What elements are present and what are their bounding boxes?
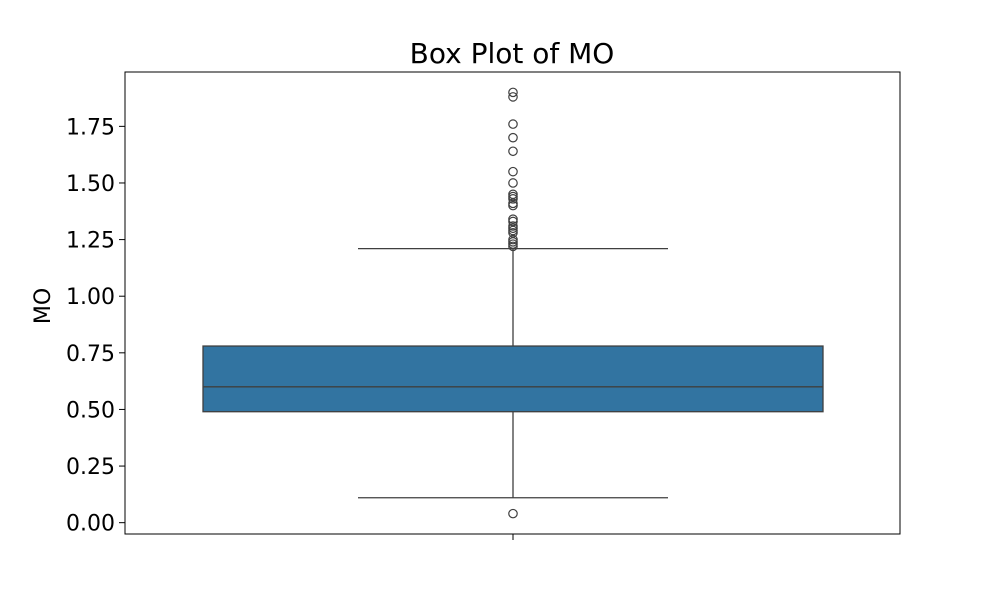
- chart-title: Box Plot of MO: [410, 37, 615, 70]
- outlier-point: [508, 87, 518, 98]
- outlier-point: [508, 221, 518, 231]
- outlier-point: [508, 189, 518, 200]
- axes-frame: [124, 71, 901, 535]
- interquartile-box: [202, 345, 824, 413]
- y-tick-label: 1.25: [66, 229, 115, 254]
- outlier-point: [508, 92, 518, 102]
- y-tick-label: 1.00: [66, 285, 115, 310]
- plot-area: 0.00 0.25 0.50 0.75 1.00 1.25 1.50 1.75: [66, 87, 824, 540]
- outlier-point: [508, 234, 518, 245]
- y-tick-label: 1.50: [66, 172, 115, 197]
- y-tick-label: 0.00: [66, 512, 115, 537]
- outlier-point: [508, 178, 518, 188]
- outlier-point: [508, 119, 518, 129]
- outlier-point: [508, 198, 518, 209]
- outlier-point: [508, 508, 518, 519]
- outlier-point: [508, 166, 518, 177]
- y-axis-label: MO: [31, 288, 56, 324]
- y-tick-label: 0.75: [66, 342, 115, 367]
- y-tick-label: 1.75: [66, 115, 115, 140]
- y-tick-label: 0.25: [66, 455, 115, 480]
- outlier-point: [508, 214, 518, 225]
- outlier-point: [508, 132, 518, 143]
- outlier-point: [508, 146, 518, 157]
- y-tick-label: 0.50: [66, 398, 115, 423]
